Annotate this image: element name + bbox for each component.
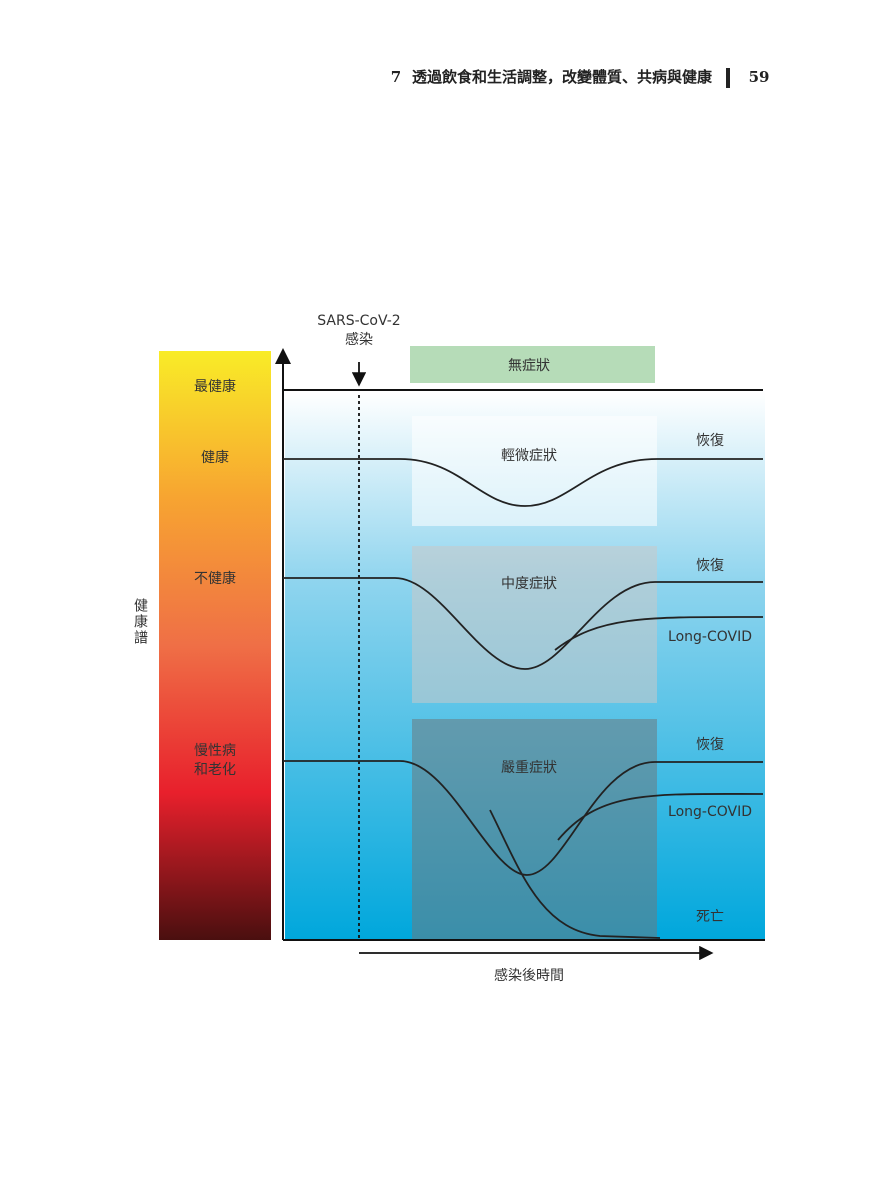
- infection-label: SARS-CoV-2: [317, 313, 400, 329]
- health-spectrum: [159, 351, 271, 940]
- level-label: 健康: [201, 449, 229, 466]
- infection-label: 感染: [345, 331, 373, 348]
- level-label: 和老化: [194, 762, 236, 778]
- severe-long-curve: [557, 793, 764, 841]
- level-label: 最健康: [194, 378, 236, 395]
- outcome-label: Long-COVID: [668, 804, 752, 820]
- asymptomatic-label: 無症狀: [508, 358, 550, 374]
- severe-box: [412, 719, 657, 940]
- box-label: 嚴重症狀: [501, 760, 557, 776]
- outcome-label: 恢復: [696, 432, 724, 449]
- y-axis-label: 健康譜: [132, 598, 148, 646]
- outcome-label: 恢復: [696, 736, 724, 753]
- level-label: 不健康: [194, 570, 236, 587]
- asymptomatic-box: [410, 346, 655, 383]
- chapter-title: 透過飲食和生活調整，改變體質、共病與健康: [412, 68, 713, 86]
- box-label: 輕微症狀: [501, 448, 557, 464]
- outcome-label: 死亡: [696, 909, 724, 925]
- outcome-label: 恢復: [696, 557, 724, 574]
- page-number: 59: [749, 68, 770, 86]
- chapter-number: 7: [391, 68, 401, 86]
- mild-curve: [283, 458, 763, 507]
- outcome-label: Long-COVID: [668, 629, 752, 645]
- moderate-long-curve: [554, 616, 764, 651]
- moderate-box: [412, 546, 657, 703]
- severe-recovery-curve: [283, 760, 763, 876]
- level-label: 慢性病: [194, 742, 236, 759]
- separator: [726, 68, 730, 88]
- severe-death-curve: [489, 809, 661, 939]
- moderate-recovery-curve: [283, 577, 763, 670]
- x-axis-label: 感染後時間: [494, 967, 564, 984]
- mild-box: [412, 416, 657, 526]
- box-label: 中度症狀: [501, 576, 557, 592]
